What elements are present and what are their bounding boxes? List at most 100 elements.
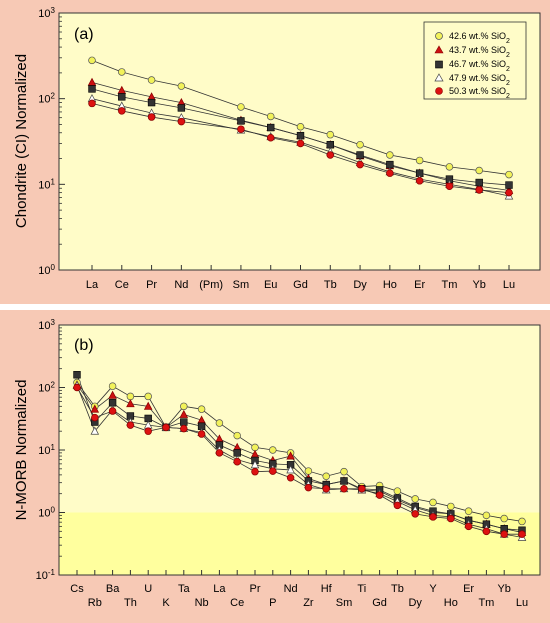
data-point-b-1 [322,472,330,481]
panel-label-b: (b) [74,337,94,354]
data-point-a-5 [177,117,186,126]
y-ticks-b: 10-1 100 101 102 103 [36,318,65,583]
legend-marker-1 [435,32,443,40]
data-point-a-3 [177,104,186,112]
legend-label-3: 46.7 wt.% SiO2 [449,59,510,73]
x-tick-label: (Pm) [199,279,223,291]
x-tick-label: Er [463,583,474,595]
x-tick-label: Sm [336,597,353,609]
data-point-b-5 [126,421,135,429]
x-tick-label: Ti [357,583,366,595]
x-tick-label: Lu [516,597,528,609]
data-point-b-5 [269,467,277,475]
x-tick-label: Ta [178,583,191,595]
series-line-a-5 [91,103,510,194]
x-tick-label: U [144,583,152,595]
data-point-a-1 [415,156,424,165]
data-point-a-3 [118,93,126,101]
data-point-b-5 [233,457,241,466]
x-tick-label: Sm [233,279,250,291]
x-tick-label: Yb [497,583,510,595]
y-tick-label: 103 [38,318,55,333]
data-point-b-1 [233,431,241,440]
x-tick-label: Dy [408,597,422,609]
data-point-a-3 [326,141,334,149]
x-tick-label: Dy [353,279,367,291]
x-tick-label: Er [414,279,425,291]
legend-label-4: 47.9 wt.% SiO2 [449,73,510,87]
data-point-a-5 [445,182,454,190]
x-tick-label: Zr [303,597,314,609]
data-point-b-5 [518,530,526,538]
data-point-b-1 [144,392,152,401]
series-b [72,371,527,541]
series-line-a-4 [91,98,510,197]
data-point-b-5 [429,513,437,521]
data-point-b-1 [411,495,419,503]
x-tick-label: Lu [503,279,515,291]
data-point-a-5 [296,139,305,148]
legend-marker-5 [435,87,443,95]
data-point-a-1 [445,163,454,171]
data-point-b-2 [286,451,295,460]
data-point-b-5 [500,530,508,538]
data-point-b-5 [482,527,491,536]
data-point-b-2 [179,409,189,418]
data-point-b-5 [286,473,295,482]
x-tick-label: Tb [324,279,337,291]
legend-marker-4 [434,73,444,82]
data-point-b-5 [464,522,473,531]
data-point-a-3 [267,123,275,132]
data-point-a-5 [415,177,424,185]
x-tick-label: Ho [444,597,458,609]
legend-entry: 46.7 wt.% SiO2 [435,59,510,73]
y-tick-label: 102 [38,380,55,395]
x-tick-label: Hf [321,583,333,595]
legend-label-2: 43.7 wt.% SiO2 [449,45,510,59]
data-point-a-3 [88,85,96,93]
data-point-a-1 [475,166,483,175]
y-tick-label: 10-1 [36,568,56,583]
series-line-a-1 [91,59,510,175]
data-point-b-1 [464,507,473,515]
data-point-b-4 [90,426,100,435]
data-point-b-1 [304,467,313,475]
y-tick-label: 100 [38,505,55,520]
data-point-b-2 [108,390,117,399]
legend-entry: 42.6 wt.% SiO2 [435,31,510,45]
x-ticks-a: La Ce Pr Nd (Pm) Sm Eu Gd Tb Dy Ho Er Tm Yb Lu [86,265,515,291]
data-point-b-1 [500,514,508,523]
data-point-a-5 [505,188,513,197]
legend-entry: 43.7 wt.% SiO2 [434,45,510,59]
chart-panel-b: (b) N-MORB Normalized 10-1 100 101 102 103 C… [0,310,550,623]
data-point-a-5 [326,151,335,159]
y-axis-label-b: N-MORB Normalized [13,380,30,521]
data-point-a-1 [88,56,96,65]
y-tick-label: 101 [38,177,55,192]
data-point-b-5 [108,407,117,415]
panel-label-a: (a) [74,26,94,43]
x-tick-label: Gd [293,279,308,291]
data-point-b-3 [73,371,81,379]
x-tick-label: Ce [115,279,129,291]
data-point-a-1 [266,112,275,121]
x-tick-label: Gd [372,597,387,609]
x-tick-label: K [162,597,170,609]
x-tick-label: Ce [230,597,244,609]
series-a [87,56,514,200]
x-tick-label: Tb [391,583,404,595]
data-point-b-5 [322,484,330,493]
data-point-a-1 [505,170,513,179]
data-point-b-2 [90,404,100,413]
data-point-b-2 [126,399,135,408]
data-point-b-4 [286,465,295,474]
x-tick-label: Th [124,597,137,609]
x-tick-label: Pr [250,583,261,595]
data-point-b-3 [340,477,348,485]
y-tick-label: 101 [38,443,55,458]
x-tick-label: Eu [264,279,277,291]
legend-label-1: 42.6 wt.% SiO2 [449,31,510,45]
data-point-a-5 [147,113,156,121]
data-point-b-5 [162,423,170,432]
